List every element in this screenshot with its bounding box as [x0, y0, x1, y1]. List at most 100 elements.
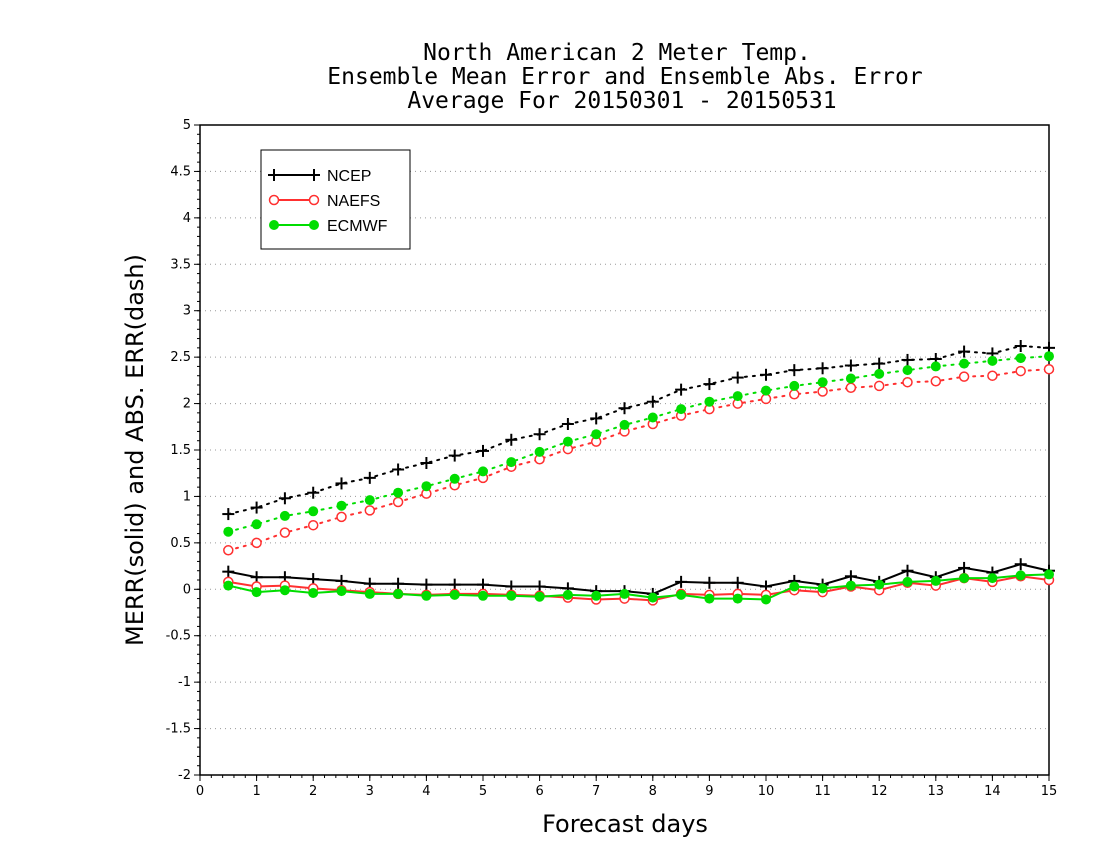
series-ncep-abs-err-point — [788, 364, 801, 377]
series-ecmwf-merr-point — [874, 579, 885, 590]
gridlines — [200, 170, 1049, 730]
series-ncep-abs-err-point — [1014, 340, 1027, 352]
series-ncep-abs-err-point — [646, 395, 659, 408]
series-group — [222, 340, 1055, 606]
axes: -2-1.5-1-0.500.511.522.533.544.550 1 2 3 4 5 6… — [166, 118, 1058, 799]
series-ecmwf-merr-point — [393, 588, 404, 599]
series-ecmwf-abs-err-point — [930, 361, 941, 372]
series-ecmwf-merr-point — [817, 583, 828, 594]
legend-marker-left — [268, 169, 280, 181]
series-ecmwf-merr-point — [761, 594, 771, 605]
series-ncep-abs-err-point — [958, 345, 971, 358]
x-tick-label: 9 — [705, 784, 713, 799]
series-ecmwf-abs-err-point — [251, 519, 262, 530]
series-ecmwf-abs-err-point — [987, 355, 998, 366]
series-ecmwf-merr-point — [676, 589, 687, 600]
series-ecmwf-merr-line — [228, 573, 1050, 601]
series-ncep-merr-point — [250, 571, 263, 584]
series-ncep-merr-point — [901, 564, 914, 577]
series-ncep-abs-err-point — [420, 457, 433, 469]
series-ecmwf-abs-err-point — [789, 380, 800, 391]
series-naefs-abs-err-point — [1015, 365, 1026, 377]
series-ncep-merr-point — [307, 573, 320, 586]
series-naefs-abs-err-point — [307, 519, 319, 531]
series-ncep-abs-err-point — [505, 433, 518, 446]
series-ecmwf-merr-point — [789, 581, 800, 592]
x-tick-label: 8 — [649, 784, 657, 799]
y-tick-label: 5 — [183, 118, 191, 133]
series-ncep-merr-point — [958, 561, 971, 574]
series-naefs-abs-err-point — [760, 393, 772, 405]
series-naefs-abs-err-point — [845, 382, 857, 394]
y-tick-label: 0.5 — [170, 536, 191, 551]
series-ecmwf-abs-err-point — [817, 377, 828, 388]
series-ecmwf-merr-point — [279, 585, 290, 596]
series-naefs-merr-line — [228, 575, 1050, 602]
chart-title-line-2: Ensemble Mean Error and Ensemble Abs. Er… — [327, 64, 922, 90]
series-ecmwf-abs-err-point — [506, 457, 517, 468]
legend-marker-left — [269, 220, 279, 230]
series-naefs-abs-err-point — [789, 389, 800, 400]
y-tick-label: 1 — [183, 489, 191, 504]
series-ncep-merr-point — [448, 578, 461, 591]
series-ecmwf-merr-point — [1044, 569, 1054, 580]
y-tick-label: 2 — [183, 397, 191, 412]
series-ecmwf-abs-err-point — [902, 365, 913, 376]
series-ncep-merr-point — [335, 574, 348, 587]
chart-title: North American 2 Meter Temp. Ensemble Me… — [327, 40, 922, 114]
series-ecmwf-abs-err-point — [223, 526, 234, 537]
series-naefs-abs-err-point — [958, 371, 970, 382]
x-tick-label: 1 — [252, 784, 260, 799]
series-ecmwf-abs-err-point — [279, 510, 290, 521]
series-ecmwf-abs-err-point — [591, 429, 602, 440]
y-tick-label: 0 — [183, 582, 191, 597]
series-ecmwf-merr-point — [845, 580, 856, 591]
x-tick-label: 14 — [984, 784, 1001, 799]
series-ecmwf-abs-err-point — [619, 419, 630, 430]
series-ecmwf-merr-point — [223, 580, 234, 591]
series-ecmwf-abs-err-point — [478, 466, 488, 477]
x-tick-label: 0 — [196, 784, 204, 799]
series-naefs-abs-err-point — [364, 505, 376, 516]
series-ncep-abs-err-point — [363, 471, 376, 484]
series-ncep-abs-err-point — [561, 418, 574, 430]
series-ncep-merr-point — [844, 570, 857, 583]
series-naefs-abs-err-point — [223, 545, 234, 556]
series-naefs-abs-err-point — [817, 386, 828, 397]
x-tick-label: 5 — [479, 784, 487, 799]
series-naefs-abs-err-line — [227, 368, 1050, 552]
x-tick-label: 4 — [422, 784, 430, 799]
x-tick-label: 10 — [758, 784, 775, 799]
series-ncep-abs-err-point — [222, 508, 235, 521]
series-ncep-abs-err-point — [618, 402, 631, 415]
series-ecmwf-merr-point — [987, 573, 998, 584]
series-ecmwf-merr-point — [308, 588, 319, 598]
y-axis-label: MERR(solid) and ABS. ERR(dash) — [121, 254, 149, 646]
series-ncep-abs-err-point — [703, 378, 716, 391]
series-ecmwf-abs-err-point — [761, 385, 771, 396]
series-ecmwf-abs-err-point — [874, 368, 885, 379]
legend-marker-right — [308, 194, 320, 206]
series-ecmwf-merr-point — [449, 589, 460, 600]
y-tick-label: 1.5 — [170, 443, 191, 458]
series-ncep-abs-err-point — [477, 444, 489, 457]
x-tick-label: 7 — [592, 784, 600, 799]
series-ncep-merr-point — [222, 565, 235, 578]
series-ncep-merr-point — [392, 577, 405, 590]
series-ecmwf-abs-err-point — [308, 506, 319, 517]
series-ncep-abs-err-point — [731, 371, 744, 384]
series-naefs-abs-err-point — [873, 380, 885, 392]
legend: NCEP NAEFS ECMWF — [260, 149, 411, 250]
chart-title-line-3: Average For 20150301 - 20150531 — [407, 88, 836, 114]
series-ecmwf-merr-point — [364, 588, 375, 599]
y-tick-label: 2.5 — [170, 350, 191, 365]
series-ecmwf-abs-err-point — [676, 404, 687, 415]
series-naefs-abs-err-point — [1043, 363, 1055, 375]
series-ecmwf-abs-err-point — [845, 373, 856, 384]
x-tick-label: 13 — [928, 784, 945, 799]
legend-item-naefs: NAEFS — [268, 193, 380, 210]
series-naefs-abs-err-point — [987, 370, 998, 381]
series-naefs-abs-err-point — [392, 496, 404, 508]
series-ncep-abs-err-point — [590, 412, 603, 425]
